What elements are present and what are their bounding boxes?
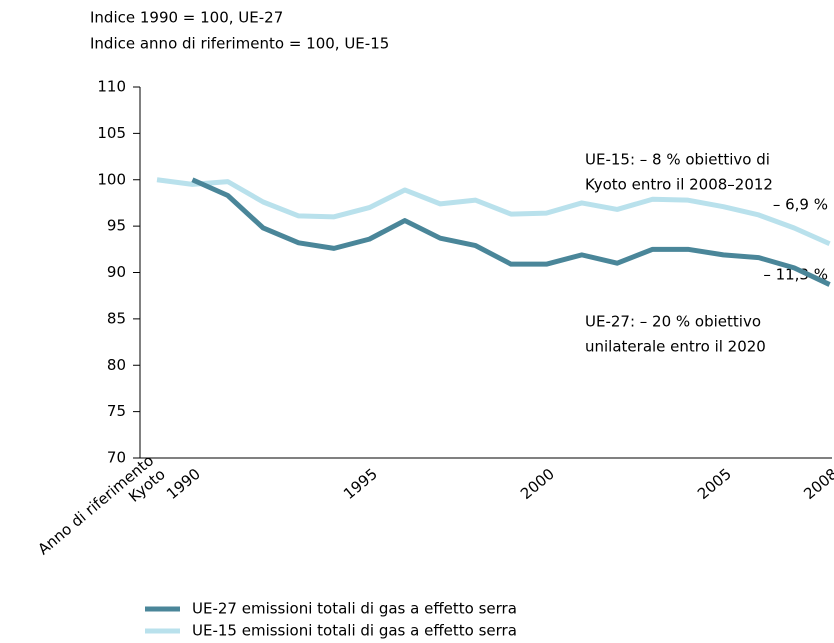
annotation: – 11,3 % bbox=[763, 266, 828, 284]
x-tick-label: Anno di riferimentoKyoto bbox=[34, 451, 168, 572]
legend-label: UE-15 emissioni totali di gas a effetto … bbox=[192, 622, 517, 640]
y-tick-label: 100 bbox=[97, 170, 126, 188]
y-tick-label: 95 bbox=[107, 217, 126, 235]
y-tick-label: 85 bbox=[107, 309, 126, 327]
x-tick-label: 2008 bbox=[800, 465, 834, 503]
x-tick-label: 2005 bbox=[694, 465, 735, 503]
annotation: UE-15: – 8 % obiettivo di bbox=[585, 151, 770, 169]
annotation: unilaterale entro il 2020 bbox=[585, 338, 766, 356]
annotation: UE-27: – 20 % obiettivo bbox=[585, 313, 761, 331]
series-line bbox=[156, 177, 831, 247]
x-tick-label: 2000 bbox=[517, 465, 558, 503]
y-tick-label: 70 bbox=[107, 449, 126, 467]
series-line bbox=[191, 177, 831, 287]
x-tick-label: 1990 bbox=[163, 465, 204, 503]
legend-label: UE-27 emissioni totali di gas a effetto … bbox=[192, 600, 517, 618]
annotation: Kyoto entro il 2008–2012 bbox=[585, 176, 773, 194]
y-tick-label: 75 bbox=[107, 402, 126, 420]
y-label: Indice anno di riferimento = 100, UE-15 bbox=[90, 35, 389, 53]
y-label: Indice 1990 = 100, UE-27 bbox=[90, 9, 283, 27]
y-tick-label: 105 bbox=[97, 124, 126, 142]
annotation: – 6,9 % bbox=[773, 196, 828, 214]
x-tick-label-line: Anno di riferimento bbox=[34, 451, 157, 558]
y-tick-label: 90 bbox=[107, 263, 126, 281]
x-tick-label: 1995 bbox=[340, 465, 381, 503]
y-tick-label: 80 bbox=[107, 356, 126, 374]
y-tick-label: 110 bbox=[97, 78, 126, 96]
